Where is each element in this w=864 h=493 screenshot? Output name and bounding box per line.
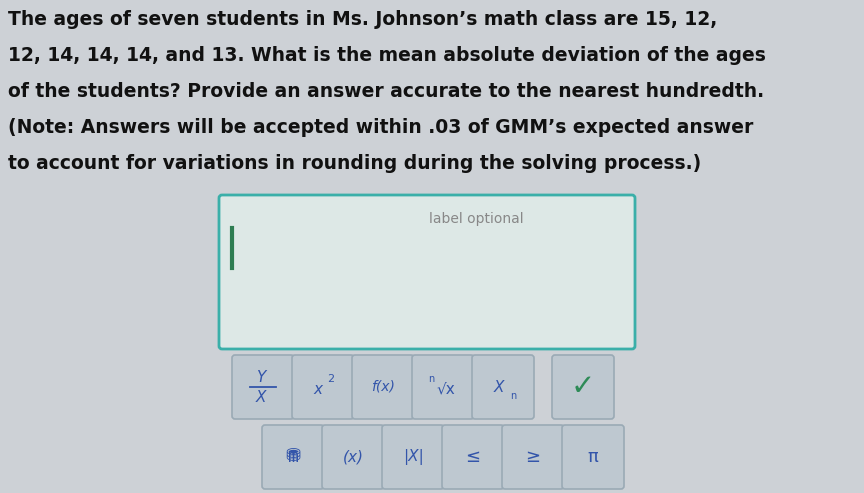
FancyBboxPatch shape: [472, 355, 534, 419]
FancyBboxPatch shape: [382, 425, 444, 489]
Text: 12, 14, 14, 14, and 13. What is the mean absolute deviation of the ages: 12, 14, 14, 14, and 13. What is the mean…: [8, 46, 766, 65]
Text: π: π: [588, 448, 599, 466]
FancyBboxPatch shape: [352, 355, 414, 419]
FancyBboxPatch shape: [562, 425, 624, 489]
FancyBboxPatch shape: [552, 355, 614, 419]
Text: √x: √x: [436, 382, 455, 396]
FancyBboxPatch shape: [322, 425, 384, 489]
FancyBboxPatch shape: [219, 195, 635, 349]
FancyBboxPatch shape: [292, 355, 354, 419]
Text: of the students? Provide an answer accurate to the nearest hundredth.: of the students? Provide an answer accur…: [8, 82, 764, 101]
Text: ✓: ✓: [571, 373, 595, 401]
Text: ≤: ≤: [466, 448, 480, 466]
Text: (Note: Answers will be accepted within .03 of GMM’s expected answer: (Note: Answers will be accepted within .…: [8, 118, 753, 137]
FancyBboxPatch shape: [502, 425, 564, 489]
Text: to account for variations in rounding during the solving process.): to account for variations in rounding du…: [8, 154, 702, 173]
FancyBboxPatch shape: [262, 425, 324, 489]
Text: label optional: label optional: [429, 212, 524, 226]
FancyBboxPatch shape: [412, 355, 474, 419]
Text: ≥: ≥: [525, 448, 541, 466]
Text: Y: Y: [257, 369, 266, 385]
FancyBboxPatch shape: [232, 355, 294, 419]
Text: The ages of seven students in Ms. Johnson’s math class are 15, 12,: The ages of seven students in Ms. Johnso…: [8, 10, 717, 29]
Text: m: m: [288, 448, 298, 466]
Text: ⛃: ⛃: [285, 446, 301, 464]
Text: (x): (x): [342, 450, 364, 464]
Text: X: X: [256, 389, 266, 404]
Text: 2: 2: [327, 374, 334, 384]
Text: n: n: [428, 374, 434, 384]
Text: n: n: [510, 391, 516, 401]
FancyBboxPatch shape: [442, 425, 504, 489]
Text: f(x): f(x): [371, 380, 395, 394]
Text: |X|: |X|: [403, 449, 423, 465]
Text: x: x: [314, 383, 322, 397]
Text: X: X: [493, 380, 505, 394]
